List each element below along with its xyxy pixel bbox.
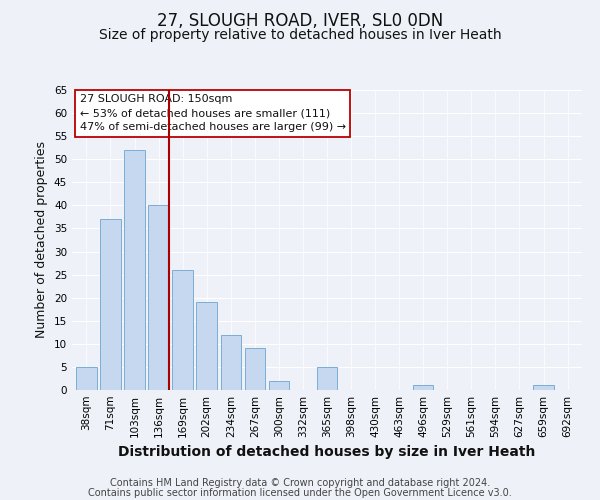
Text: Contains HM Land Registry data © Crown copyright and database right 2024.: Contains HM Land Registry data © Crown c… [110,478,490,488]
Text: 27, SLOUGH ROAD, IVER, SL0 0DN: 27, SLOUGH ROAD, IVER, SL0 0DN [157,12,443,30]
Text: 27 SLOUGH ROAD: 150sqm
← 53% of detached houses are smaller (111)
47% of semi-de: 27 SLOUGH ROAD: 150sqm ← 53% of detached… [80,94,346,132]
Bar [172,270,193,390]
Bar [196,302,217,390]
Bar [221,334,241,390]
Y-axis label: Number of detached properties: Number of detached properties [35,142,49,338]
Text: Size of property relative to detached houses in Iver Heath: Size of property relative to detached ho… [98,28,502,42]
Bar [269,381,289,390]
X-axis label: Distribution of detached houses by size in Iver Heath: Distribution of detached houses by size … [118,446,536,460]
Bar [100,219,121,390]
Text: Contains public sector information licensed under the Open Government Licence v3: Contains public sector information licen… [88,488,512,498]
Bar [317,367,337,390]
Bar [245,348,265,390]
Bar [124,150,145,390]
Bar [76,367,97,390]
Bar [148,206,169,390]
Bar [413,386,433,390]
Bar [533,386,554,390]
